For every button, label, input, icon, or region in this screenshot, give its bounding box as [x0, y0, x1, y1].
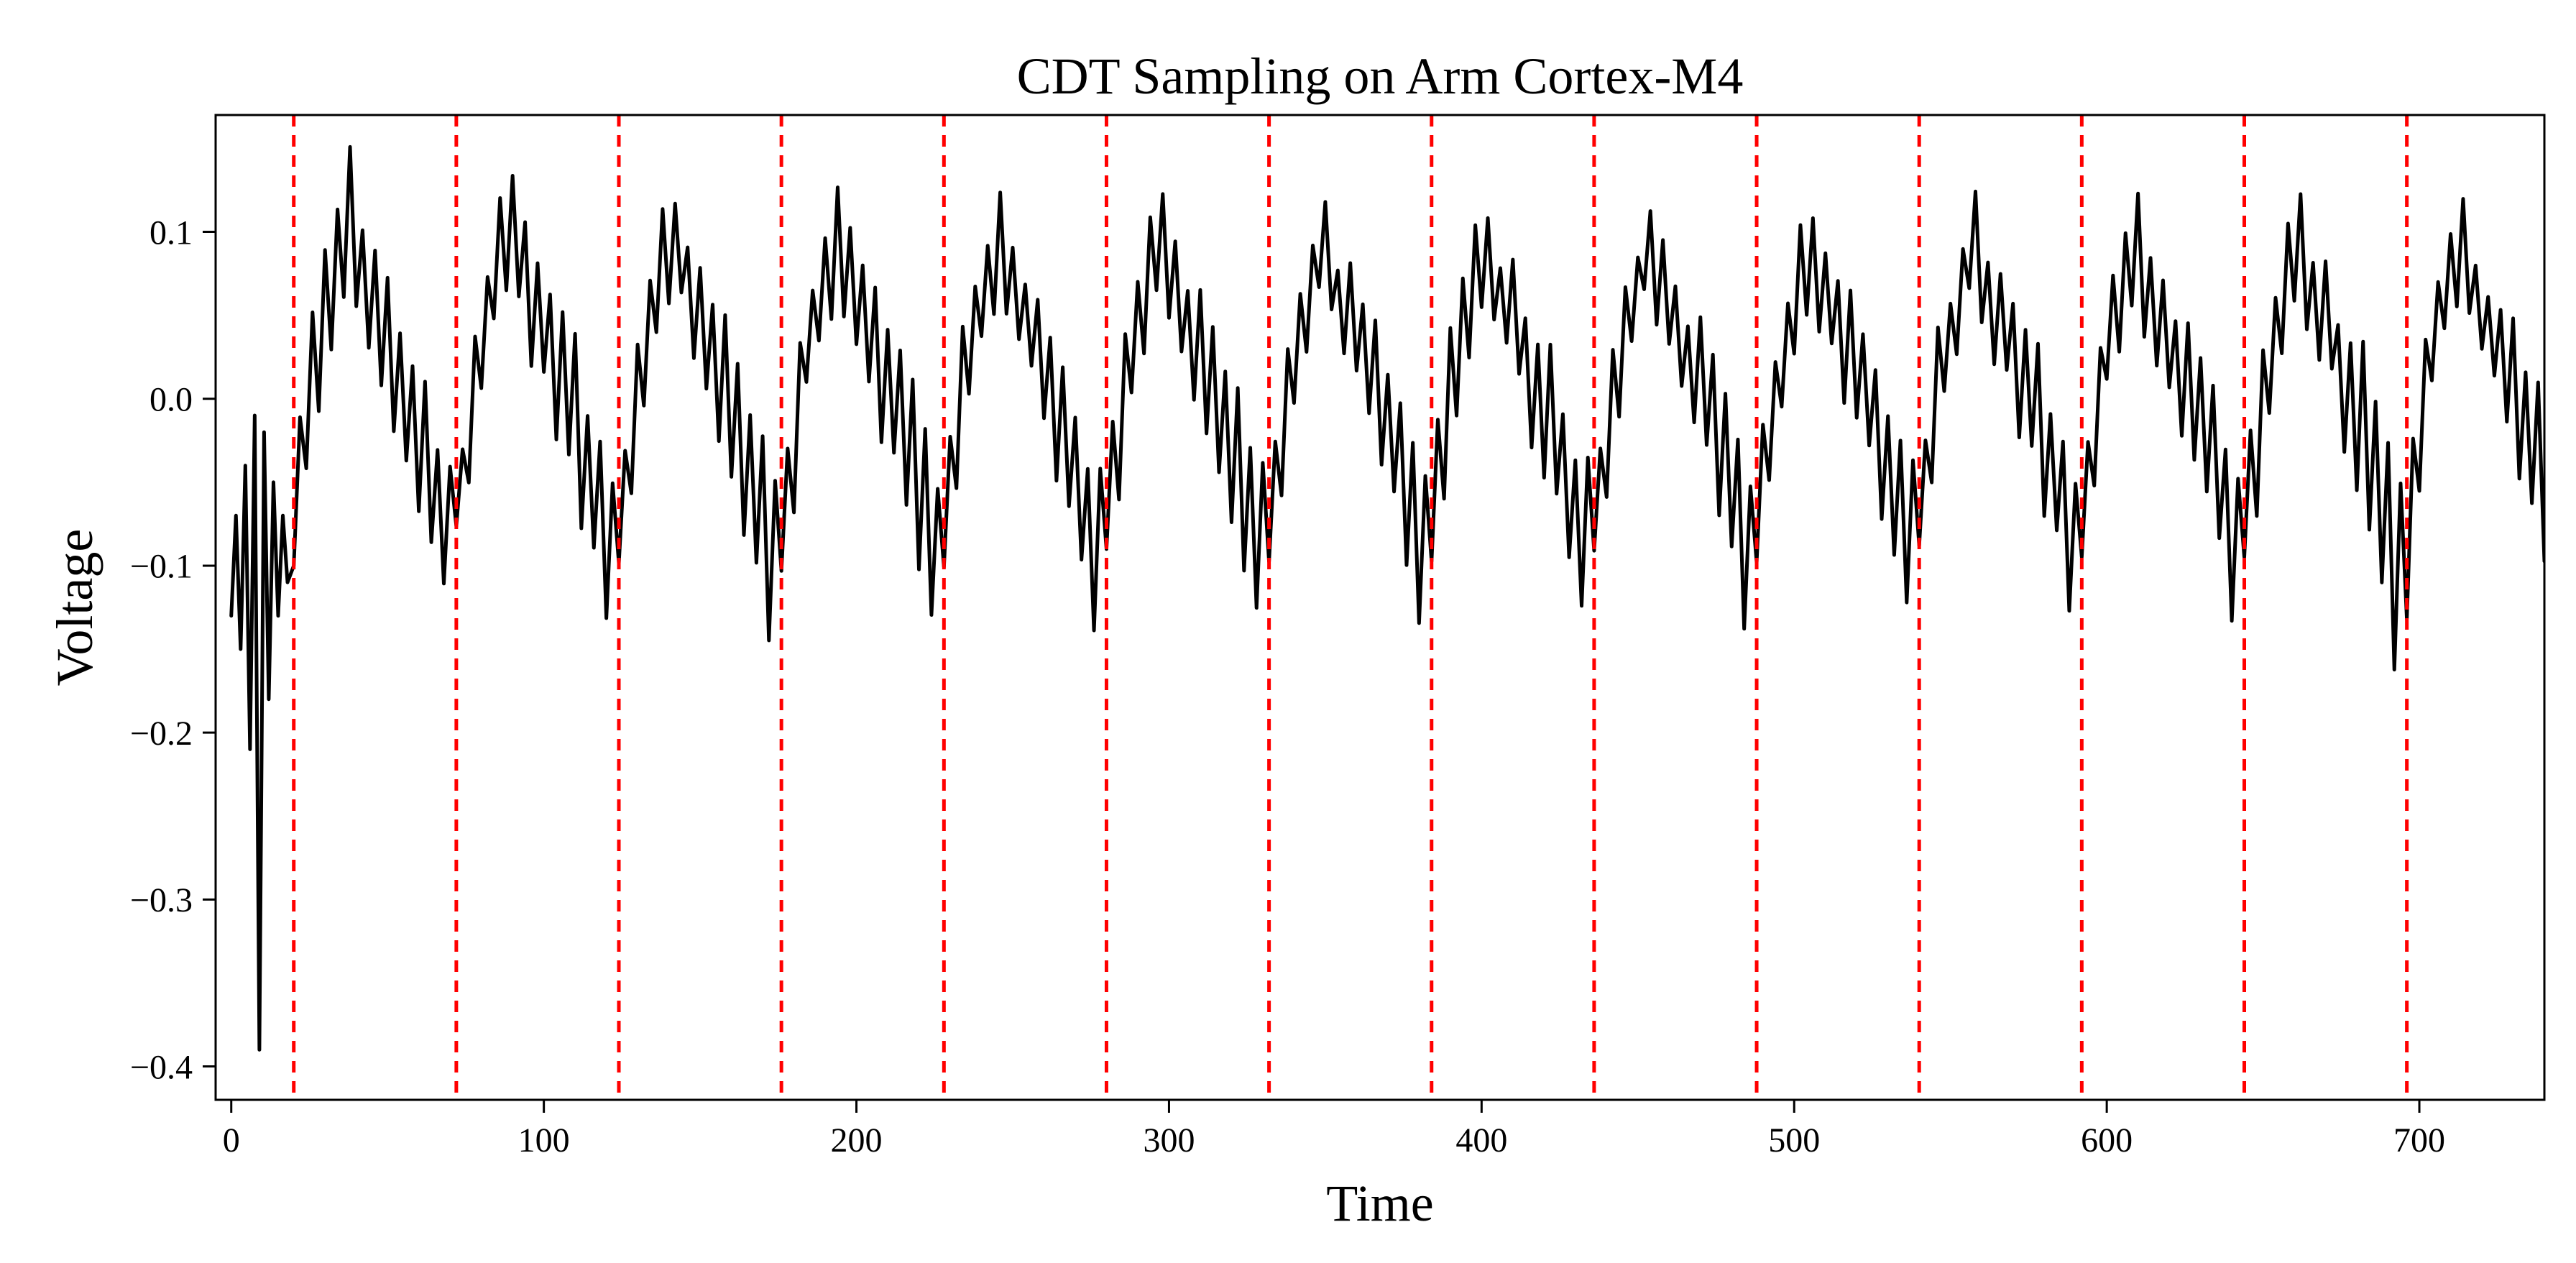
xtick-label: 700	[2393, 1121, 2445, 1159]
xtick-label: 400	[1455, 1121, 1507, 1159]
voltage-time-chart: 0 100 200 300 400 500 600 700 −0.4 −0.3 −0.2 −0.1 0.…	[0, 0, 2576, 1263]
ytick-label: −0.4	[130, 1048, 193, 1086]
y-axis-label: Voltage	[46, 529, 104, 686]
xtick-label: 600	[2081, 1121, 2133, 1159]
xtick-label: 100	[518, 1121, 570, 1159]
chart-title: CDT Sampling on Arm Cortex-M4	[1017, 47, 1744, 105]
ytick-label: 0.1	[150, 213, 193, 252]
xtick-label: 500	[1768, 1121, 1820, 1159]
ytick-label: 0.0	[150, 381, 193, 419]
ytick-label: −0.2	[130, 715, 193, 753]
ytick-label: −0.3	[130, 881, 193, 919]
xtick-label: 200	[831, 1121, 883, 1159]
chart-container: 0 100 200 300 400 500 600 700 −0.4 −0.3 −0.2 −0.1 0.…	[0, 0, 2576, 1263]
x-axis-label: Time	[1326, 1175, 1433, 1232]
xtick-label: 0	[223, 1121, 240, 1159]
xtick-label: 300	[1143, 1121, 1195, 1159]
ytick-label: −0.1	[130, 548, 193, 586]
